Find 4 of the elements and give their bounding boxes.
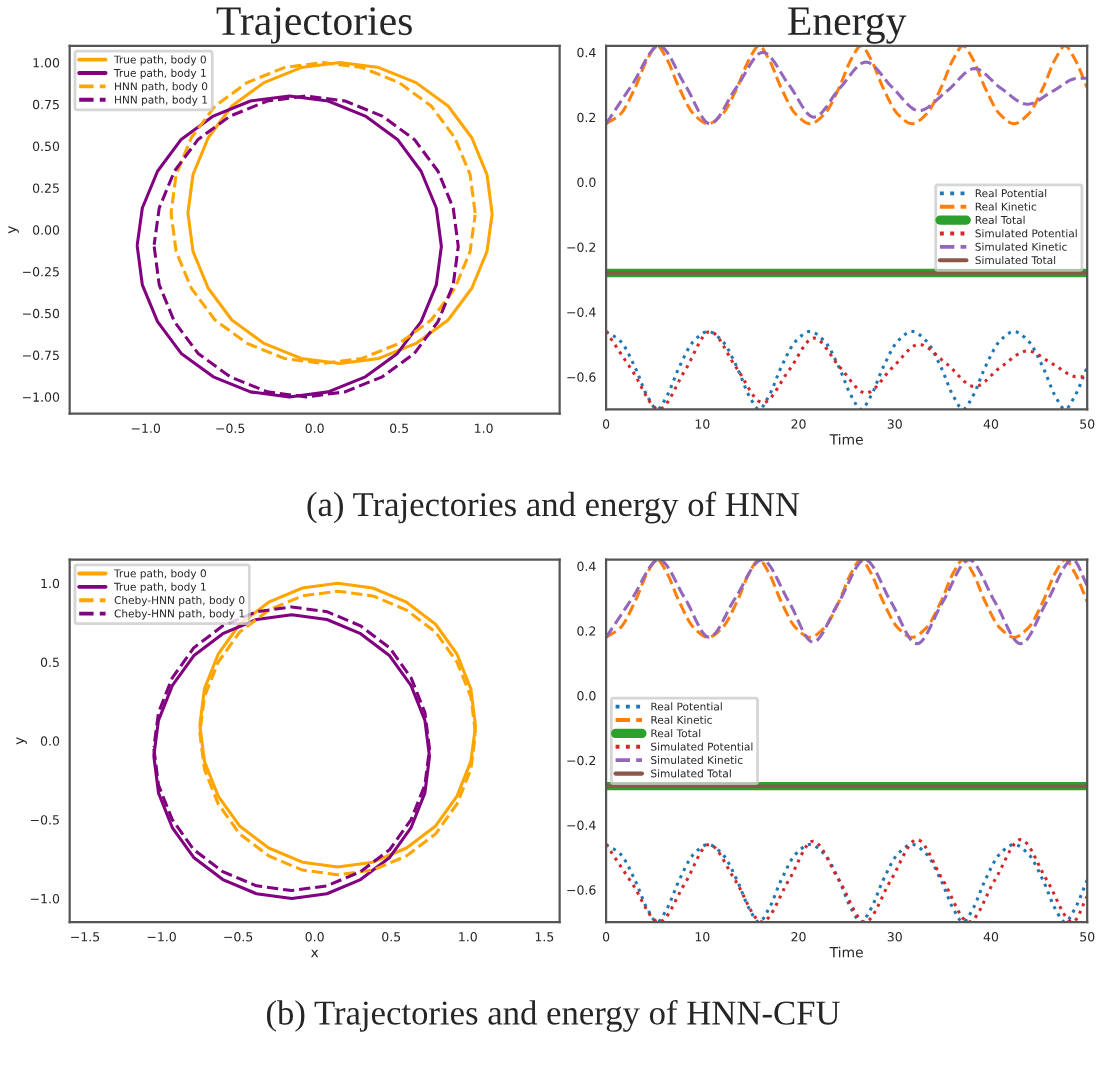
text: (a) Trajectories and energy of HNN — [307, 491, 800, 524]
chart-title: Trajectories — [216, 7, 412, 44]
text: (b) Trajectories and energy of HNN-CFU — [266, 999, 840, 1032]
chart-title: Energy — [788, 7, 907, 44]
